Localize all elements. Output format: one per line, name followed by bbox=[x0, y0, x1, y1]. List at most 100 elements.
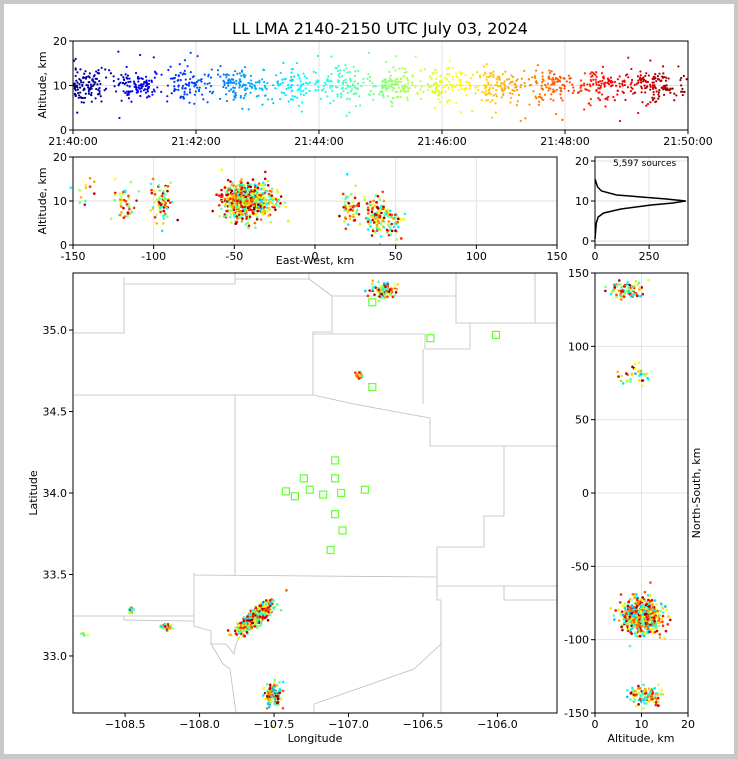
ew-height-point bbox=[403, 212, 407, 216]
time-height-point bbox=[506, 86, 510, 89]
ew-height-point bbox=[150, 188, 153, 192]
time-height-point bbox=[339, 69, 342, 72]
ew-height-point bbox=[269, 200, 272, 204]
time-height-point bbox=[430, 84, 433, 88]
histogram-gridlines bbox=[594, 157, 688, 245]
ew-height-x-tick-label: -50 bbox=[225, 250, 243, 263]
time-height-point bbox=[406, 99, 409, 102]
plan-view-point bbox=[376, 291, 380, 295]
time-height-point bbox=[124, 73, 127, 76]
height-ns-point bbox=[639, 605, 643, 608]
height-ns-point bbox=[656, 692, 659, 696]
time-height-point bbox=[411, 81, 414, 84]
ew-height-point bbox=[113, 198, 116, 202]
time-height-point bbox=[87, 90, 90, 93]
time-height-point bbox=[299, 93, 302, 96]
time-height-point bbox=[550, 70, 553, 73]
ew-height-point bbox=[276, 199, 280, 202]
plan-view-point bbox=[275, 701, 279, 705]
time-height-point bbox=[341, 86, 344, 89]
ew-height-point bbox=[237, 203, 241, 207]
time-height-point bbox=[227, 80, 230, 84]
time-height-point bbox=[403, 84, 406, 87]
time-height-point bbox=[346, 91, 349, 95]
plan-view-point bbox=[371, 288, 374, 291]
height-ns-x-tick-label: 0 bbox=[592, 718, 599, 731]
ew-height-point bbox=[127, 202, 131, 206]
time-height-point bbox=[322, 88, 325, 91]
time-height-point bbox=[229, 81, 232, 84]
ew-height-point bbox=[151, 207, 155, 210]
time-height-point bbox=[291, 83, 294, 87]
time-height-point bbox=[465, 94, 468, 97]
time-height-point bbox=[203, 82, 206, 85]
height-ns-point bbox=[632, 624, 636, 627]
time-height-point bbox=[179, 96, 182, 99]
time-height-point bbox=[435, 88, 438, 92]
height-ns-point bbox=[631, 626, 634, 630]
time-height-point bbox=[508, 82, 512, 85]
time-height-point bbox=[372, 92, 376, 96]
height-ns-point bbox=[648, 630, 652, 634]
plan-view-x-tick-label: −106.0 bbox=[477, 718, 518, 731]
time-height-point bbox=[605, 97, 608, 100]
height-ns-point bbox=[619, 379, 623, 383]
time-height-point bbox=[597, 87, 600, 90]
time-height-point bbox=[478, 74, 482, 77]
ew-height-point bbox=[383, 213, 387, 217]
time-height-point bbox=[589, 97, 592, 101]
ew-height-point bbox=[363, 198, 366, 202]
ew-height-point bbox=[242, 184, 246, 188]
time-height-point bbox=[258, 79, 261, 82]
plan-view-ylabel: Latitude bbox=[27, 470, 40, 516]
height-ns-point bbox=[627, 626, 631, 630]
ew-height-point bbox=[255, 218, 259, 221]
plan-view-point bbox=[281, 689, 285, 693]
ew-height-point bbox=[264, 198, 268, 202]
time-height-point bbox=[183, 59, 187, 62]
lma-station-markers bbox=[281, 298, 501, 555]
time-height-point bbox=[680, 90, 683, 93]
time-height-point bbox=[608, 82, 611, 86]
height-ns-point bbox=[629, 289, 633, 293]
time-height-point bbox=[537, 95, 540, 99]
height-ns-point bbox=[613, 618, 616, 621]
time-height-point bbox=[289, 79, 292, 82]
time-height-point bbox=[344, 78, 347, 81]
lma-station-marker bbox=[426, 334, 435, 343]
time-height-point bbox=[627, 56, 630, 59]
plan-view-point bbox=[258, 604, 262, 608]
height-ns-point bbox=[641, 624, 645, 628]
time-height-point bbox=[232, 98, 235, 101]
time-height-point bbox=[90, 87, 93, 90]
time-height-point bbox=[100, 100, 103, 103]
time-height-point bbox=[349, 79, 352, 82]
ew-height-point bbox=[267, 206, 271, 210]
height-ns-point bbox=[661, 611, 665, 614]
ew-height-point bbox=[238, 216, 242, 219]
height-ns-point bbox=[646, 631, 649, 635]
time-height-point bbox=[242, 73, 245, 76]
time-height-point bbox=[587, 102, 590, 105]
time-height-point bbox=[171, 77, 174, 80]
time-height-point bbox=[346, 97, 349, 100]
plan-view-point bbox=[275, 684, 279, 687]
time-height-point bbox=[385, 81, 388, 84]
time-height-point bbox=[484, 71, 487, 74]
time-height-point bbox=[538, 93, 541, 96]
ew-height-point bbox=[235, 205, 238, 208]
ew-height-point bbox=[263, 177, 267, 181]
ew-height-point bbox=[84, 183, 87, 187]
plan-view-point bbox=[272, 607, 275, 611]
height-ns-point bbox=[657, 704, 660, 707]
time-height-point bbox=[673, 99, 676, 102]
time-height-point bbox=[336, 95, 339, 98]
ew-height-point bbox=[394, 229, 397, 232]
height-ns-point bbox=[627, 608, 631, 612]
plan-view-point bbox=[130, 608, 134, 612]
ew-height-point bbox=[390, 222, 393, 226]
time-height-point bbox=[147, 86, 150, 89]
time-height-point bbox=[336, 69, 339, 73]
height-ns-points bbox=[604, 278, 672, 710]
ew-height-point bbox=[385, 228, 389, 232]
